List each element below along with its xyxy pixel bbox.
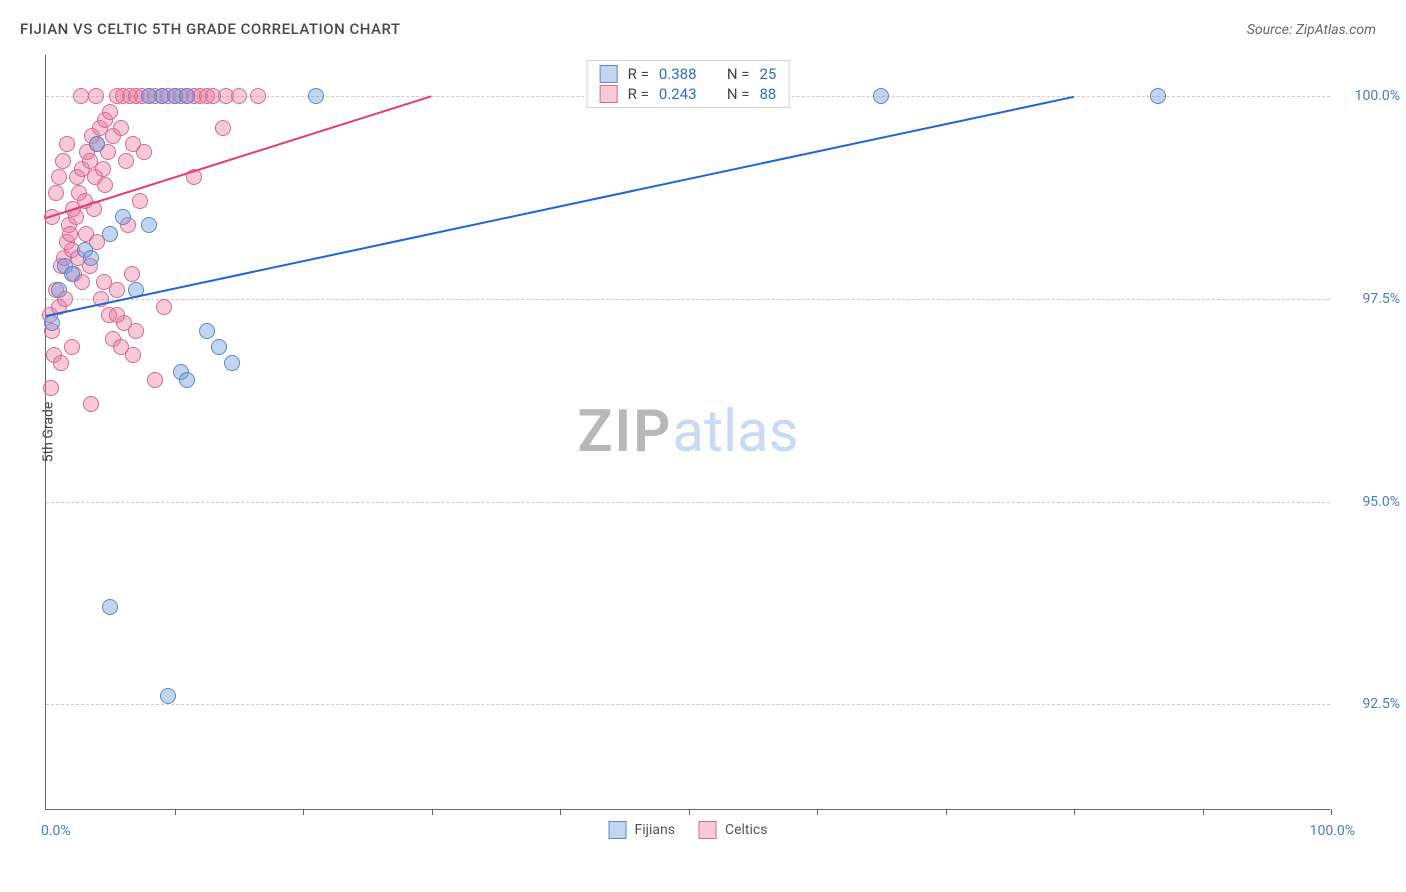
data-point [231,88,247,104]
x-tick [175,809,176,815]
data-point [132,193,148,209]
data-point [51,282,67,298]
data-point [43,380,59,396]
data-point [113,120,129,136]
x-tick [1331,809,1332,815]
legend-n-value-fijians: 25 [759,65,776,83]
data-point [83,396,99,412]
legend-swatch-celtics [600,85,618,103]
watermark: ZIPatlas [577,398,798,466]
chart-title: FIJIAN VS CELTIC 5TH GRADE CORRELATION C… [20,20,401,38]
data-point [64,339,80,355]
data-point [147,372,163,388]
watermark-zip: ZIP [577,398,672,466]
gridline [46,502,1330,503]
y-tick-label: 95.0% [1340,494,1400,510]
data-point [102,226,118,242]
legend-label-fijians: Fijians [635,822,675,838]
data-point [308,88,324,104]
legend-row-fijians: R = 0.388 N = 25 [600,65,777,83]
data-point [102,104,118,120]
legend-item-celtics: Celtics [699,821,767,839]
x-tick [560,809,561,815]
data-point [211,339,227,355]
plot-area: 5th Grade 92.5%95.0%97.5%100.0% ZIPatlas… [45,55,1330,810]
x-axis-max-label: 100.0% [1310,823,1355,839]
data-point [250,88,266,104]
data-point [88,88,104,104]
legend-n-value-celtics: 88 [759,85,776,103]
data-point [156,299,172,315]
data-point [96,274,112,290]
data-point [224,355,240,371]
x-axis-min-label: 0.0% [41,823,71,839]
data-point [125,347,141,363]
data-point [53,355,69,371]
data-point [89,136,105,152]
legend-swatch-celtics-icon [699,821,717,839]
data-point [62,226,78,242]
y-tick-label: 100.0% [1340,88,1400,104]
correlation-chart: FIJIAN VS CELTIC 5TH GRADE CORRELATION C… [0,0,1406,892]
data-point [179,372,195,388]
data-point [128,323,144,339]
data-point [59,136,75,152]
legend-r-label: R = [628,85,649,103]
y-tick-label: 97.5% [1340,291,1400,307]
watermark-atlas: atlas [672,398,798,466]
y-axis-title: 5th Grade [40,402,56,463]
legend-r-value-celtics: 0.243 [659,85,709,103]
data-point [102,599,118,615]
legend-swatch-fijians-icon [609,821,627,839]
data-point [160,688,176,704]
x-tick [1203,809,1204,815]
trend-line-fijians [46,96,1074,317]
x-tick [946,809,947,815]
data-point [68,209,84,225]
x-tick [689,809,690,815]
x-tick [303,809,304,815]
data-point [141,88,157,104]
data-point [179,88,195,104]
legend-row-celtics: R = 0.243 N = 88 [600,85,777,103]
legend-item-fijians: Fijians [609,821,675,839]
x-tick [1074,809,1075,815]
data-point [199,323,215,339]
data-point [141,217,157,233]
gridline [46,299,1330,300]
data-point [215,120,231,136]
data-point [115,209,131,225]
data-point [124,266,140,282]
data-point [73,88,89,104]
data-point [136,144,152,160]
x-tick [817,809,818,815]
data-point [118,153,134,169]
legend-r-label: R = [628,65,649,83]
legend-n-label: N = [727,65,750,83]
data-point [1150,88,1166,104]
gridline [46,704,1330,705]
legend-correlation: R = 0.388 N = 25 R = 0.243 N = 88 [587,60,790,108]
x-tick [432,809,433,815]
data-point [97,177,113,193]
legend-r-value-fijians: 0.388 [659,65,709,83]
data-point [873,88,889,104]
data-point [109,307,125,323]
chart-source: Source: ZipAtlas.com [1247,22,1376,38]
data-point [55,153,71,169]
data-point [44,315,60,331]
y-tick-label: 92.5% [1340,696,1400,712]
data-point [64,266,80,282]
legend-label-celtics: Celtics [725,822,767,838]
data-point [51,169,67,185]
legend-n-label: N = [727,85,750,103]
data-point [48,185,64,201]
legend-swatch-fijians [600,65,618,83]
data-point [83,250,99,266]
data-point [95,161,111,177]
legend-series: Fijians Celtics [609,821,768,839]
